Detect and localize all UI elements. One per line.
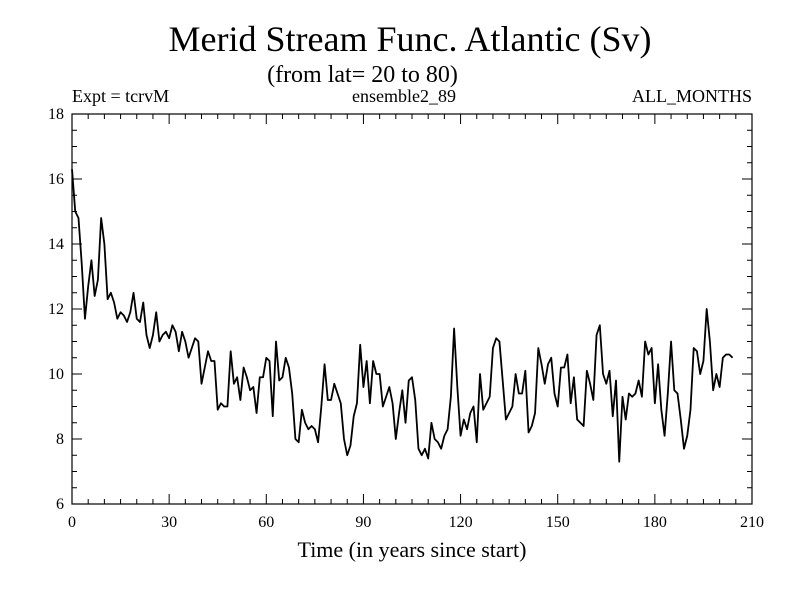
x-tick-label: 90: [355, 514, 371, 531]
series-line: [71, 169, 734, 463]
x-tick-label: 60: [258, 514, 274, 531]
y-tick-label: 14: [48, 236, 64, 253]
y-tick-label: 8: [56, 431, 64, 448]
y-tick-label: 6: [56, 496, 64, 513]
x-tick-label: 30: [161, 514, 177, 531]
axis-ticks: [71, 113, 753, 505]
chart-title: Merid Stream Func. Atlantic (Sv): [168, 19, 652, 59]
x-tick-label: 180: [643, 514, 667, 531]
months-label: ALL_MONTHS: [632, 86, 752, 106]
ensemble-label: ensemble2_89: [352, 86, 456, 106]
axis-tick-labels: 0 30 60 90 120 150 180 210 6 8 10 12 14 16 18: [48, 106, 764, 531]
y-tick-label: 10: [48, 366, 64, 383]
x-tick-label: 150: [546, 514, 570, 531]
x-axis-label: Time (in years since start): [297, 537, 527, 562]
x-tick-label: 120: [449, 514, 473, 531]
y-tick-label: 18: [48, 106, 64, 123]
x-tick-label: 210: [740, 514, 764, 531]
y-tick-label: 12: [48, 301, 64, 318]
chart-subtitle: (from lat= 20 to 80): [267, 62, 458, 88]
y-tick-label: 16: [48, 171, 64, 188]
plot-frame: [71, 113, 753, 505]
x-tick-label: 0: [68, 514, 76, 531]
experiment-label: Expt = tcrvM: [72, 86, 170, 106]
